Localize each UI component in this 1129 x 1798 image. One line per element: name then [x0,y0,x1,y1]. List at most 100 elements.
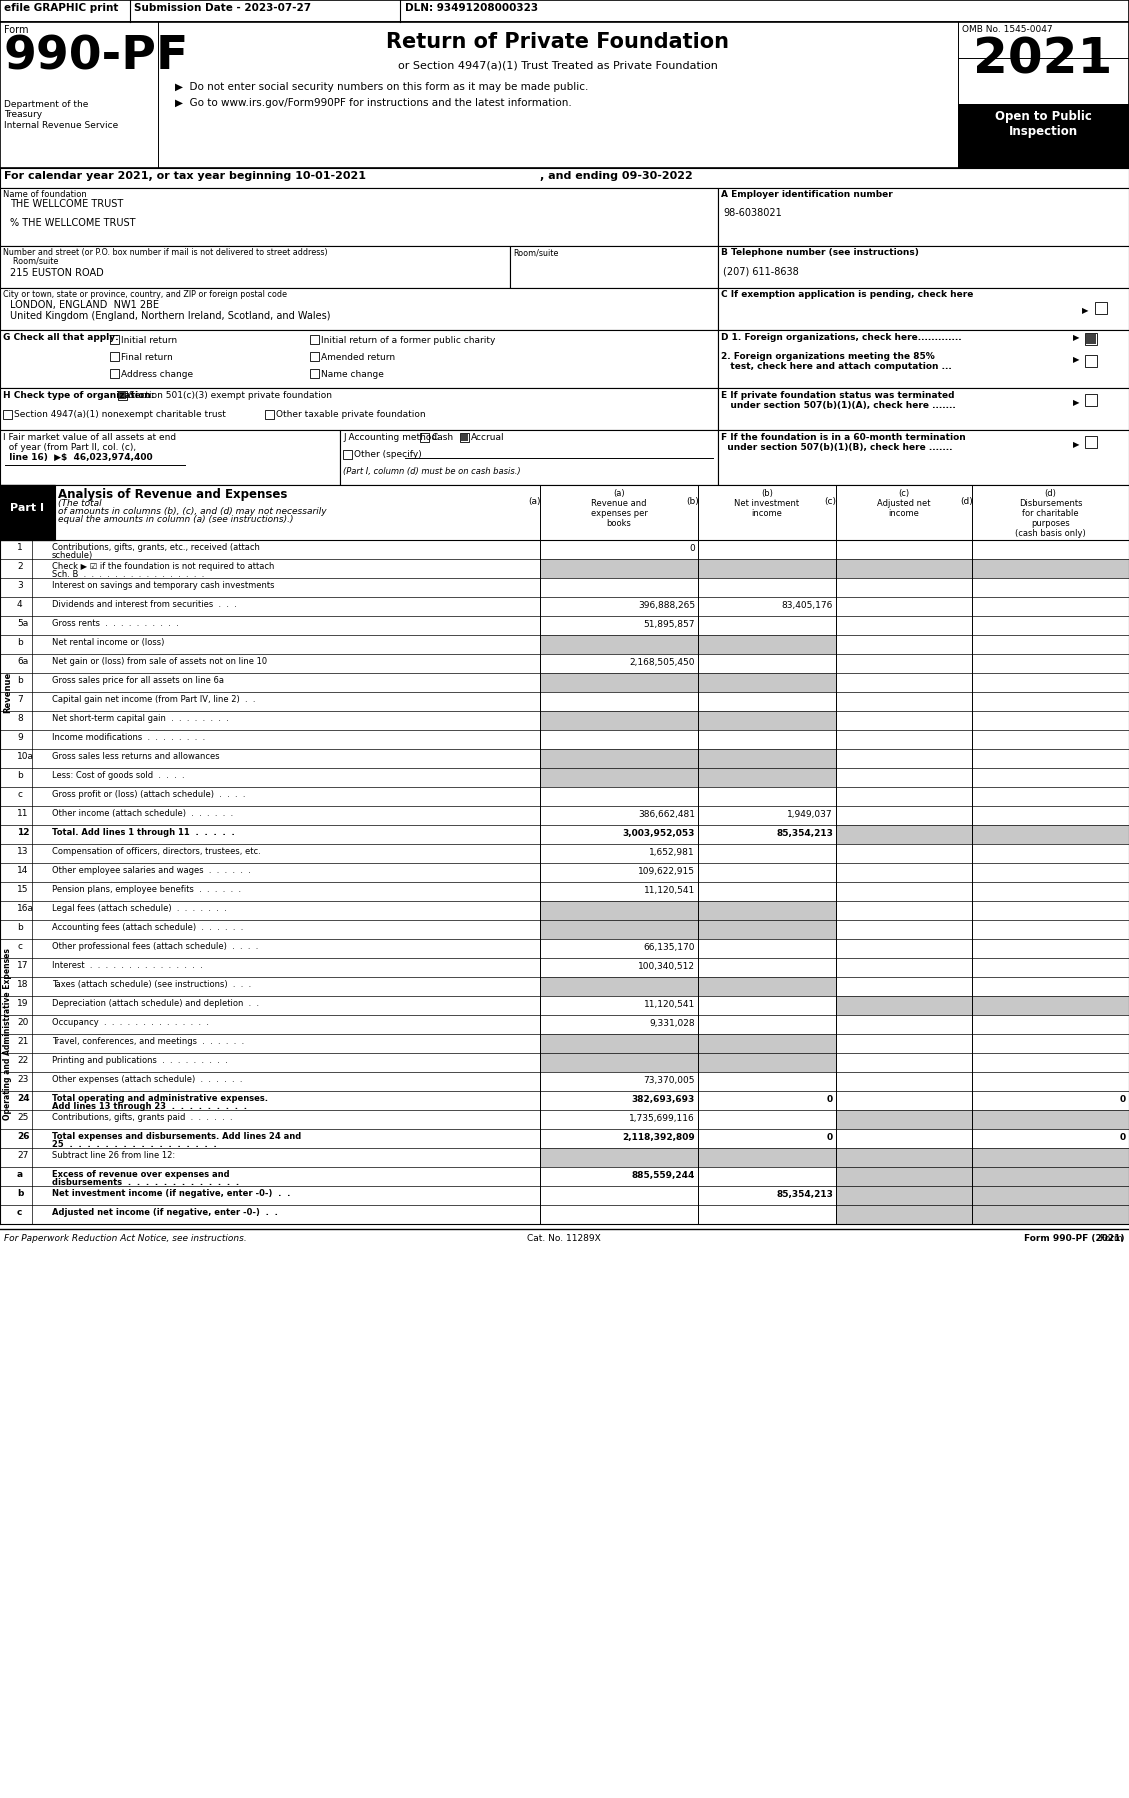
Text: Sch. B  .  .  .  .  .  .  .  .  .  .  .  .  .  .  .  .: Sch. B . . . . . . . . . . . . . . . . [52,570,204,579]
Text: b: b [17,771,23,780]
Text: 386,662,481: 386,662,481 [638,811,695,820]
Text: 26: 26 [17,1133,29,1142]
Text: Legal fees (attach schedule)  .  .  .  .  .  .  .: Legal fees (attach schedule) . . . . . .… [52,904,227,913]
Text: Submission Date - 2023-07-27: Submission Date - 2023-07-27 [134,4,312,13]
Text: (The total: (The total [58,500,102,509]
Text: a: a [17,1170,23,1179]
Text: Name of foundation: Name of foundation [3,191,87,200]
Text: Form: Form [1100,1233,1124,1242]
Bar [718,388,1129,430]
Text: books: books [606,520,631,529]
Text: (Part I, column (d) must be on cash basis.): (Part I, column (d) must be on cash basi… [343,467,520,476]
Text: 7: 7 [17,696,23,705]
Text: Net gain or (loss) from sale of assets not on line 10: Net gain or (loss) from sale of assets n… [52,656,268,665]
Bar [718,430,1129,485]
Text: under section 507(b)(1)(A), check here .......: under section 507(b)(1)(A), check here .… [721,401,956,410]
Text: 19: 19 [17,1000,28,1009]
Text: income: income [752,509,782,518]
Bar [343,450,352,458]
Text: 6a: 6a [17,656,28,665]
Text: Return of Private Foundation: Return of Private Foundation [386,32,729,52]
Text: 4: 4 [17,601,23,610]
Text: Travel, conferences, and meetings  .  .  .  .  .  .: Travel, conferences, and meetings . . . … [52,1037,244,1046]
Text: (207) 611-8638: (207) 611-8638 [723,266,798,277]
Text: 13: 13 [17,847,28,856]
Text: Subtract line 26 from line 12:: Subtract line 26 from line 12: [52,1151,175,1160]
Text: Gross sales less returns and allowances: Gross sales less returns and allowances [52,752,220,761]
Text: b: b [17,1188,24,1197]
Bar [1095,302,1108,315]
Bar [540,710,835,730]
Bar [835,1187,1129,1205]
Bar [540,635,835,654]
Bar [420,433,429,442]
Text: 2: 2 [17,563,23,572]
Text: 1,735,699,116: 1,735,699,116 [629,1115,695,1124]
Text: Initial return: Initial return [121,336,177,345]
Text: 0: 0 [1120,1133,1126,1142]
Text: Other (specify): Other (specify) [355,450,422,458]
Bar [540,976,835,996]
Text: % THE WELLCOME TRUST: % THE WELLCOME TRUST [10,218,135,228]
Text: ▶: ▶ [1082,306,1088,315]
Text: 23: 23 [17,1075,28,1084]
Bar [540,750,835,768]
Text: Disbursements: Disbursements [1018,500,1083,509]
Bar [540,1054,835,1072]
Bar [835,1147,1129,1167]
Text: 17: 17 [17,960,28,969]
Text: Excess of revenue over expenses and: Excess of revenue over expenses and [52,1170,229,1179]
Text: Adjusted net: Adjusted net [877,500,930,509]
Text: 1: 1 [17,543,23,552]
Bar [119,392,126,399]
Bar [0,22,1129,167]
Text: b: b [17,922,23,931]
Text: Section 4947(a)(1) nonexempt charitable trust: Section 4947(a)(1) nonexempt charitable … [14,410,226,419]
Text: 12: 12 [17,829,29,838]
Text: City or town, state or province, country, and ZIP or foreign postal code: City or town, state or province, country… [3,289,287,298]
Bar [718,189,1129,246]
Text: Dividends and interest from securities  .  .  .: Dividends and interest from securities .… [52,601,237,610]
Text: Interest  .  .  .  .  .  .  .  .  .  .  .  .  .  .  .: Interest . . . . . . . . . . . . . . . [52,960,203,969]
Bar [55,485,1129,539]
Bar [110,369,119,378]
Bar [310,369,320,378]
Text: 2021: 2021 [973,36,1113,85]
Text: C If exemption application is pending, check here: C If exemption application is pending, c… [721,289,973,298]
Text: 1,652,981: 1,652,981 [649,849,695,858]
Text: Other employee salaries and wages  .  .  .  .  .  .: Other employee salaries and wages . . . … [52,867,251,876]
Text: Total operating and administrative expenses.: Total operating and administrative expen… [52,1093,268,1102]
Bar [461,433,469,441]
Bar [835,1205,1129,1224]
Text: Name change: Name change [321,370,384,379]
Text: Net investment income (if negative, enter -0-)  .  .: Net investment income (if negative, ente… [52,1188,290,1197]
Text: Room/suite: Room/suite [3,255,59,264]
Text: Total. Add lines 1 through 11  .  .  .  .  .: Total. Add lines 1 through 11 . . . . . [52,829,235,838]
Text: line 16)  ▶$  46,023,974,400: line 16) ▶$ 46,023,974,400 [3,453,152,462]
Text: 85,354,213: 85,354,213 [776,829,833,838]
Text: of year (from Part II, col. (c),: of year (from Part II, col. (c), [3,442,137,451]
Text: Analysis of Revenue and Expenses: Analysis of Revenue and Expenses [58,487,288,502]
Text: test, check here and attach computation ...: test, check here and attach computation … [721,361,952,370]
Text: Open to Public
Inspection: Open to Public Inspection [995,110,1092,138]
Text: (d): (d) [960,496,973,505]
Text: 0: 0 [826,1133,833,1142]
Text: Room/suite: Room/suite [513,248,559,257]
Text: 25  .  .  .  .  .  .  .  .  .  .  .  .  .  .  .  .  .: 25 . . . . . . . . . . . . . . . . . [52,1140,217,1149]
Bar [265,410,274,419]
Bar [119,390,126,399]
Text: Taxes (attach schedule) (see instructions)  .  .  .: Taxes (attach schedule) (see instruction… [52,980,252,989]
Text: or Section 4947(a)(1) Trust Treated as Private Foundation: or Section 4947(a)(1) Trust Treated as P… [399,59,718,70]
Bar [1085,354,1097,367]
Text: Initial return of a former public charity: Initial return of a former public charit… [321,336,496,345]
Text: 14: 14 [17,867,28,876]
Bar [510,246,718,288]
Bar [0,388,718,430]
Text: 73,370,005: 73,370,005 [644,1075,695,1084]
Bar [835,996,1129,1016]
Text: 22: 22 [17,1055,28,1064]
Text: Cash: Cash [431,433,453,442]
Text: 885,559,244: 885,559,244 [631,1170,695,1179]
Text: Section 501(c)(3) exempt private foundation: Section 501(c)(3) exempt private foundat… [129,390,332,399]
Text: Form: Form [5,25,28,34]
